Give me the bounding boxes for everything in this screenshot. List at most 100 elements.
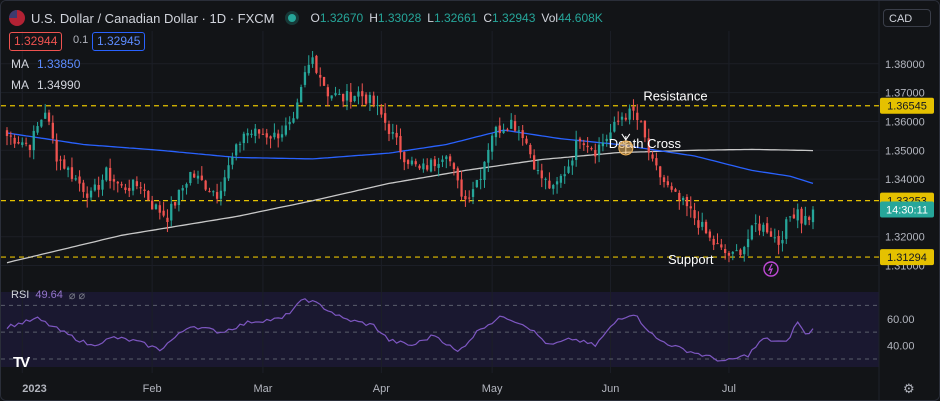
candle-body <box>349 91 352 102</box>
candle-body <box>59 159 62 161</box>
candle-body <box>494 126 498 138</box>
candle-body <box>273 132 276 138</box>
candle-body <box>223 177 226 192</box>
ohlc-item: C1.32943 <box>483 11 535 25</box>
candle-body <box>437 163 440 168</box>
candle-body <box>651 154 654 159</box>
rsi-tick-label: 60.00 <box>887 314 915 326</box>
ma-short-legend[interactable]: MA 1.33850 <box>11 57 80 71</box>
candle-body <box>265 133 268 138</box>
lightning-bolt <box>767 263 774 275</box>
candle-body <box>678 192 681 201</box>
rsi-label: RSI <box>11 289 30 301</box>
candle-body <box>781 240 784 244</box>
candles <box>5 50 815 263</box>
candle-body <box>452 163 456 170</box>
rsi-value: 49.64 <box>35 289 63 301</box>
candle-body <box>762 224 765 232</box>
ohlc-value: 1.32670 <box>319 11 364 25</box>
candle-body <box>471 189 475 197</box>
candle-body <box>632 106 635 111</box>
candle-body <box>384 113 387 123</box>
candle-body <box>743 247 746 255</box>
tradingview-logo: TV <box>13 354 30 371</box>
candle-body <box>716 243 719 245</box>
ma-short-label: MA <box>11 57 29 71</box>
candle-body <box>735 250 738 252</box>
candle-body <box>529 144 532 155</box>
flag-icon <box>9 10 25 26</box>
candle-body <box>238 143 242 145</box>
candle-body <box>712 238 715 245</box>
ohlc-item: Vol44.608K <box>541 11 602 25</box>
settings-icons[interactable]: ⌀ ⌀ <box>68 290 86 302</box>
candle-body <box>280 134 284 138</box>
candle-body <box>655 158 658 166</box>
candle-body <box>299 86 303 103</box>
candle-body <box>47 112 51 122</box>
currency-select[interactable]: CAD <box>883 9 931 27</box>
candle-body <box>120 184 123 186</box>
candle-body <box>342 93 345 102</box>
gear-icon[interactable]: ⚙ <box>903 381 915 396</box>
candle-body <box>101 179 104 190</box>
candle-body <box>345 91 349 101</box>
candle-body <box>74 178 77 180</box>
candle-body <box>215 192 219 199</box>
candle-body <box>250 133 253 135</box>
candle-body <box>483 161 486 180</box>
symbol-title[interactable]: U.S. Dollar / Canadian Dollar · 1D · FXC… <box>31 10 275 26</box>
candle-body <box>227 165 230 179</box>
candle-body <box>594 150 597 157</box>
buy-button[interactable]: 1.32945 <box>92 32 146 51</box>
candle-body <box>681 197 685 201</box>
candle-body <box>158 205 161 213</box>
candle-body <box>70 167 74 179</box>
candle-body <box>685 196 689 207</box>
candle-body <box>44 112 47 119</box>
candle-body <box>479 178 482 180</box>
candle-body <box>410 160 414 165</box>
annotation-label: Resistance <box>643 89 707 104</box>
sell-button[interactable]: 1.32944 <box>9 32 63 51</box>
candle-body <box>525 138 528 144</box>
ma-long-legend[interactable]: MA 1.34990 <box>11 78 80 92</box>
candle-body <box>429 159 433 172</box>
candle-body <box>510 119 513 129</box>
ohlc-value: 1.33028 <box>377 11 422 25</box>
candle-body <box>475 179 478 188</box>
candle-body <box>414 161 417 165</box>
candle-body <box>288 121 291 125</box>
rsi-line <box>6 298 814 362</box>
candle-body <box>490 135 494 152</box>
annotation-arrowhead <box>621 133 631 141</box>
candle-body <box>185 183 188 188</box>
level-price-label: 1.36545 <box>887 101 927 113</box>
candle-body <box>811 209 815 223</box>
candle-body <box>636 112 639 121</box>
market-open-icon <box>288 14 297 22</box>
candle-body <box>746 239 750 248</box>
x-tick-label: Mar <box>253 383 272 395</box>
candle-body <box>368 94 372 103</box>
ohlc-readout: O1.32670 H1.33028 L1.32661 C1.32943 Vol44.60… <box>310 11 602 25</box>
x-tick-label: 2023 <box>22 383 46 395</box>
candle-body <box>552 185 555 189</box>
candle-body <box>800 208 803 224</box>
candle-body <box>617 120 620 122</box>
candle-body <box>590 148 593 150</box>
candle-body <box>364 94 368 104</box>
ma-short-value: 1.33850 <box>37 57 81 71</box>
spread-value: 0.1 <box>73 34 89 46</box>
candle-body <box>78 176 81 184</box>
rsi-legend[interactable]: RSI 49.64 ⌀ ⌀ <box>11 289 85 302</box>
candle-body <box>697 220 700 228</box>
candle-body <box>63 159 66 169</box>
candle-body <box>571 160 574 166</box>
candle-body <box>521 130 524 139</box>
candle-body <box>193 173 196 178</box>
candle-body <box>128 187 131 191</box>
x-tick-label: Jul <box>722 383 736 395</box>
candle-body <box>468 197 471 199</box>
